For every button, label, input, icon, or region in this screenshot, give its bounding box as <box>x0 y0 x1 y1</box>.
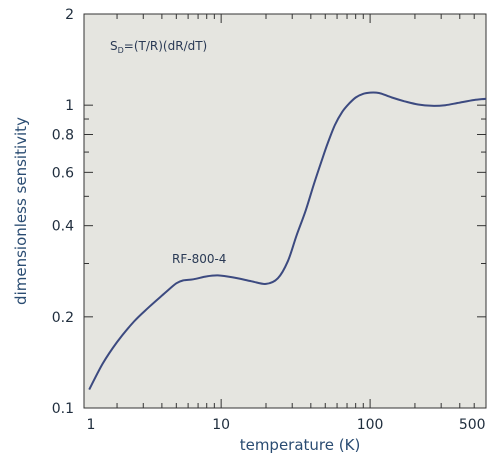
y-tick-label: 2 <box>65 7 74 23</box>
y-tick-label: 0.6 <box>52 165 74 181</box>
plot-frame <box>83 13 487 409</box>
x-tick-label: 1 <box>87 417 96 433</box>
x-tick-label: 500 <box>459 417 486 433</box>
plot-background <box>84 14 486 408</box>
x-tick-label: 100 <box>357 417 384 433</box>
sensor-label: RF-800-4 <box>172 252 226 266</box>
x-tick-label: 10 <box>212 417 230 433</box>
formula-main: S <box>110 39 118 53</box>
tick-labels: 1 10 100 500 0.1 0.2 0.4 0.6 0.8 1 2 <box>52 7 486 433</box>
sensitivity-curve <box>88 91 487 391</box>
y-tick-label: 1 <box>65 98 74 114</box>
formula-subscript: D <box>118 46 124 55</box>
formula-rest: =(T/R)(dR/dT) <box>124 39 207 53</box>
y-tick-label: 0.8 <box>52 128 74 144</box>
y-tick-label: 0.4 <box>52 219 74 235</box>
x-axis-label: temperature (K) <box>240 436 361 454</box>
y-tick-label: 0.1 <box>52 401 74 417</box>
formula-annotation: SD=(T/R)(dR/dT) <box>110 39 207 55</box>
y-axis-label: dimensionless sensitivity <box>12 117 30 305</box>
y-tick-label: 0.2 <box>52 310 74 326</box>
